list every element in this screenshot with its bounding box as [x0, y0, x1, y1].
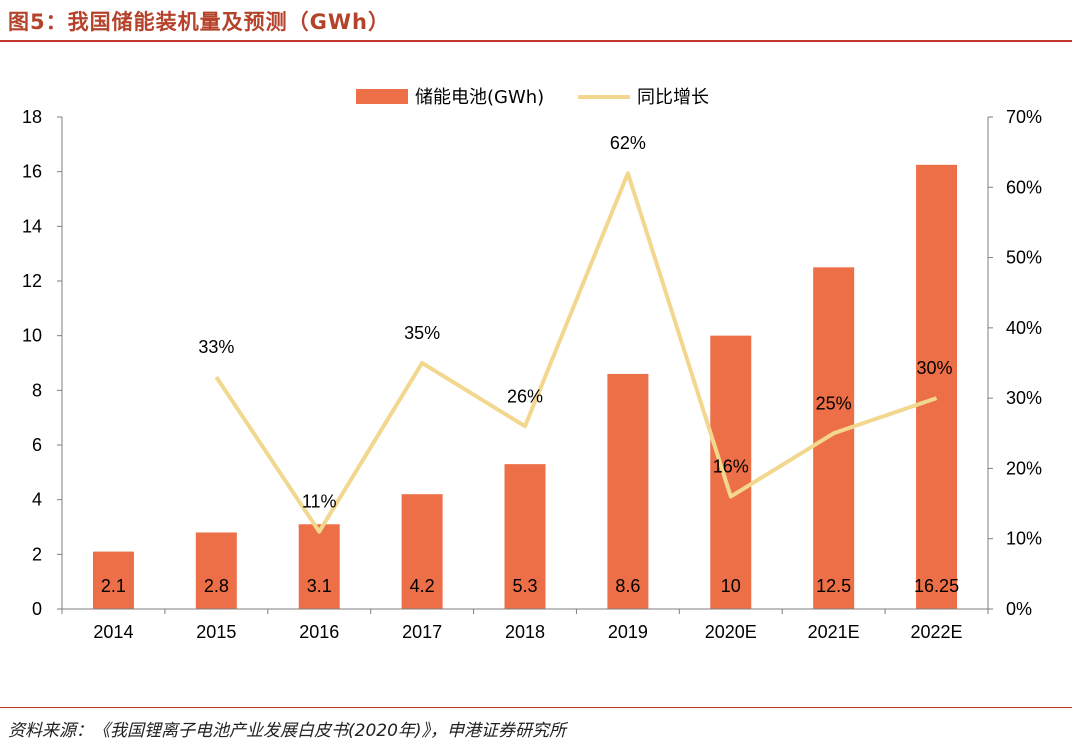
y-left-tick-label: 6 — [32, 435, 42, 455]
x-tick-label: 2017 — [402, 622, 442, 642]
legend-line-label: 同比增长 — [637, 87, 709, 108]
line-value-label: 33% — [198, 337, 234, 357]
x-tick-label: 2019 — [608, 622, 648, 642]
line-value-label: 62% — [610, 133, 646, 153]
bar-value-label: 16.25 — [914, 576, 959, 596]
line-value-label: 26% — [507, 386, 543, 406]
bar-2017 — [401, 494, 443, 609]
y-right-tick-label: 20% — [1006, 458, 1042, 478]
y-left-tick-label: 18 — [22, 107, 42, 127]
y-left-tick-label: 2 — [32, 544, 42, 564]
y-left-tick-label: 14 — [22, 216, 42, 236]
bar-value-label: 5.3 — [512, 576, 537, 596]
bar-value-label: 2.1 — [101, 576, 126, 596]
x-tick-label: 2014 — [93, 622, 133, 642]
y-left-tick-label: 16 — [22, 162, 42, 182]
y-right-tick-label: 50% — [1006, 248, 1042, 268]
bar-value-label: 4.2 — [410, 576, 435, 596]
y-right-tick-label: 0% — [1006, 599, 1032, 619]
bar-2019 — [607, 373, 649, 609]
bar-value-label: 8.6 — [615, 576, 640, 596]
y-left-tick-label: 0 — [32, 599, 42, 619]
x-tick-label: 2015 — [196, 622, 236, 642]
line-value-label: 35% — [404, 323, 440, 343]
y-right-tick-label: 60% — [1006, 177, 1042, 197]
line-value-label: 16% — [713, 457, 749, 477]
legend-bar-swatch — [356, 89, 408, 104]
figure-title: 图5：我国储能装机量及预测（GWh） — [8, 10, 390, 34]
growth-line — [214, 171, 938, 534]
bar-2020E — [710, 335, 752, 609]
bar-2021E — [813, 267, 855, 609]
bar-value-label: 2.8 — [204, 576, 229, 596]
bar-2016 — [298, 524, 340, 609]
source-divider — [0, 707, 1072, 708]
y-left-tick-label: 10 — [22, 326, 42, 346]
bar-value-label: 10 — [721, 576, 741, 596]
x-tick-label: 2021E — [808, 622, 860, 642]
legend-bar-label: 储能电池(GWh) — [415, 87, 544, 108]
y-left-tick-label: 12 — [22, 271, 42, 291]
y-left-tick-label: 4 — [32, 490, 42, 510]
y-right-tick-label: 70% — [1006, 107, 1042, 127]
y-left-tick-label: 8 — [32, 380, 42, 400]
x-tick-label: 2022E — [911, 622, 963, 642]
bar-2018 — [504, 464, 546, 609]
bar-value-label: 12.5 — [816, 576, 851, 596]
source-note: 资料来源：《我国锂离子电池产业发展白皮书(2020年)》，申港证券研究所 — [8, 721, 567, 741]
y-right-tick-label: 10% — [1006, 529, 1042, 549]
line-value-label: 30% — [917, 358, 953, 378]
x-tick-label: 2018 — [505, 622, 545, 642]
x-tick-label: 2020E — [705, 622, 757, 642]
title-divider — [0, 40, 1072, 42]
line-value-label: 25% — [816, 393, 852, 413]
y-right-tick-label: 40% — [1006, 318, 1042, 338]
x-tick-label: 2016 — [299, 622, 339, 642]
bar-2014 — [92, 551, 134, 609]
bar-2015 — [195, 532, 237, 609]
y-right-tick-label: 30% — [1006, 388, 1042, 408]
line-value-label: 11% — [302, 492, 337, 512]
bar-value-label: 3.1 — [307, 576, 332, 596]
bar-2022E — [916, 164, 958, 610]
